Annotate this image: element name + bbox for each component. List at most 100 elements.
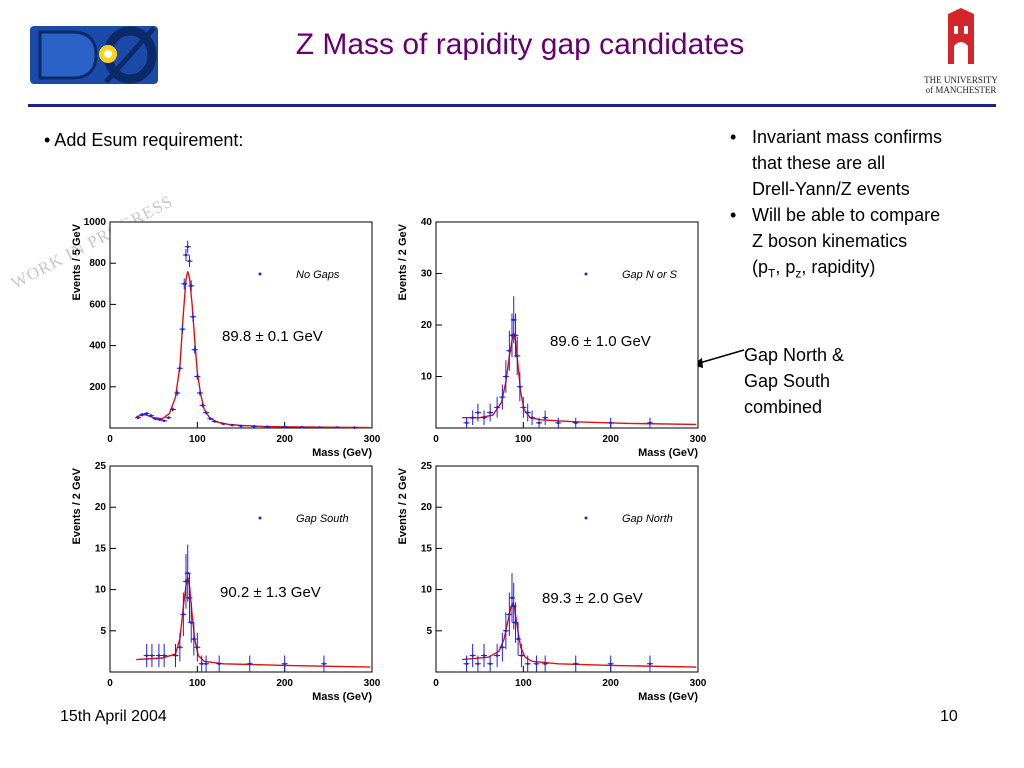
legend-entry: Gap South [296,513,349,525]
note-bullet: • [730,127,737,147]
data-point [526,411,529,414]
data-point [178,645,182,649]
data-point [252,425,256,428]
data-point [265,425,269,429]
data-point [510,596,514,600]
plot-frame [435,221,699,429]
legend-marker [258,272,262,276]
slide-title: Z Mass of rapidity gap candidates [295,28,745,61]
data-point [535,662,538,666]
plot-frame [109,221,373,429]
x-tick-label: 200 [276,434,293,445]
data-point [514,621,517,624]
notes-list: • Invariant mass confirms that these are… [730,124,1020,287]
data-point [248,662,252,666]
data-point [514,334,517,337]
data-point [465,421,468,425]
data-point [189,621,193,624]
data-point [141,413,144,416]
data-point [239,424,243,428]
data-point [530,416,534,419]
x-axis-label: Mass (GeV) [638,447,698,459]
x-tick-label: 100 [189,434,206,445]
data-point [150,654,154,657]
y-tick-label: 20 [421,320,433,331]
y-tick-label: 20 [95,502,107,513]
y-tick-label: 600 [89,299,106,310]
manchester-line-1: THE UNIVERSITY [924,75,998,85]
data-point [518,385,522,389]
y-tick-label: 10 [421,372,433,383]
data-point [520,654,523,657]
data-point [495,406,499,409]
data-point [609,421,612,425]
data-point [488,662,492,666]
note-line: Z boson kinematics [752,231,908,251]
y-tick-label: 20 [421,502,433,513]
data-point [318,426,321,429]
data-point [526,662,529,666]
data-point [476,662,480,666]
x-tick-label: 200 [602,434,619,445]
data-point [522,406,525,409]
data-point [476,411,480,414]
fit-label-gap-north: 89.3 ± 2.0 GeV [542,590,643,607]
data-point [335,426,339,429]
x-axis-label: Mass (GeV) [638,691,698,703]
d0-logo [30,26,158,84]
fit-label-gap-south: 90.2 ± 1.3 GeV [220,584,321,601]
y-tick-label: 15 [421,543,433,554]
data-point [149,414,153,417]
data-point [574,662,578,666]
manchester-logo: THE UNIVERSITY of MANCHESTER [918,6,1004,98]
plot-frame [435,465,699,673]
chart-gap-north: 0 100 200 300 5 10 15 20 25 Mass (GeV) Events / 2 … [397,461,707,703]
y-tick-label: 15 [95,543,107,554]
data-point [167,416,170,419]
note-line: Drell-Yann/Z events [752,179,910,199]
data-point [488,411,492,414]
data-point [189,284,193,288]
data-point [471,416,474,419]
data-point [196,375,199,378]
data-point [508,349,511,353]
data-point [504,375,508,378]
data-point [181,327,184,331]
x-tick-label: 100 [515,678,532,689]
note-line: that these are all [752,153,886,173]
x-axis-label: Mass (GeV) [312,447,372,459]
y-tick-label: 10 [421,585,433,596]
data-point [609,662,612,666]
chart-gap-n-or-s: 0 100 200 300 10 20 30 40 Mass (GeV) Events / 2 G… [397,217,707,459]
d0-logo-star-core [104,50,112,58]
combined-label-line: Gap North & [744,345,845,365]
chart-no-gaps: 0 100 200 300 200 400 600 800 1000 Mass (GeV) Even… [71,217,381,459]
d0-logo-d [38,30,98,80]
data-point [217,662,221,666]
data-point [193,348,197,352]
data-point [501,395,504,399]
data-point [504,629,508,633]
y-axis-label: Events / 2 GeV [397,467,409,544]
x-tick-label: 100 [515,434,532,445]
data-point [182,282,186,286]
x-tick-label: 200 [602,678,619,689]
y-tick-label: 1000 [84,217,107,228]
y-tick-label: 40 [421,217,433,228]
y-tick-label: 25 [95,461,107,472]
data-point [322,662,326,666]
data-point [515,354,519,358]
data-point [174,654,177,657]
data-point [213,420,217,423]
y-tick-label: 400 [89,341,106,352]
data-point [482,654,486,657]
data-point [184,580,188,583]
note-line: Will be able to compare [752,205,941,225]
data-point [353,426,356,429]
fit-label-no-gaps: 89.8 ± 0.1 GeV [222,328,323,345]
y-tick-label: 5 [426,626,432,637]
manchester-line-2: of MANCHESTER [925,85,997,95]
data-point [574,421,578,425]
data-point [196,645,199,649]
data-point [136,416,140,419]
